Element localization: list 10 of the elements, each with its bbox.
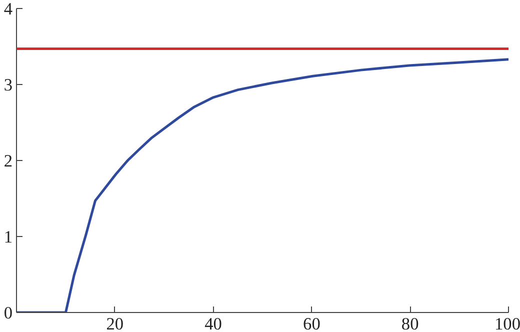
y-tick-label: 4 [4, 0, 13, 18]
x-tick-label: 100 [494, 314, 520, 332]
y-tick-label: 3 [4, 76, 13, 94]
x-tick-label: 60 [303, 314, 320, 332]
y-tick-label: 1 [4, 228, 13, 246]
x-tick-label: 80 [401, 314, 419, 332]
y-tick-label: 2 [4, 152, 13, 170]
y-tick-label: 0 [4, 304, 13, 322]
x-tick-label: 40 [204, 314, 222, 332]
x-tick-label: 20 [106, 314, 124, 332]
